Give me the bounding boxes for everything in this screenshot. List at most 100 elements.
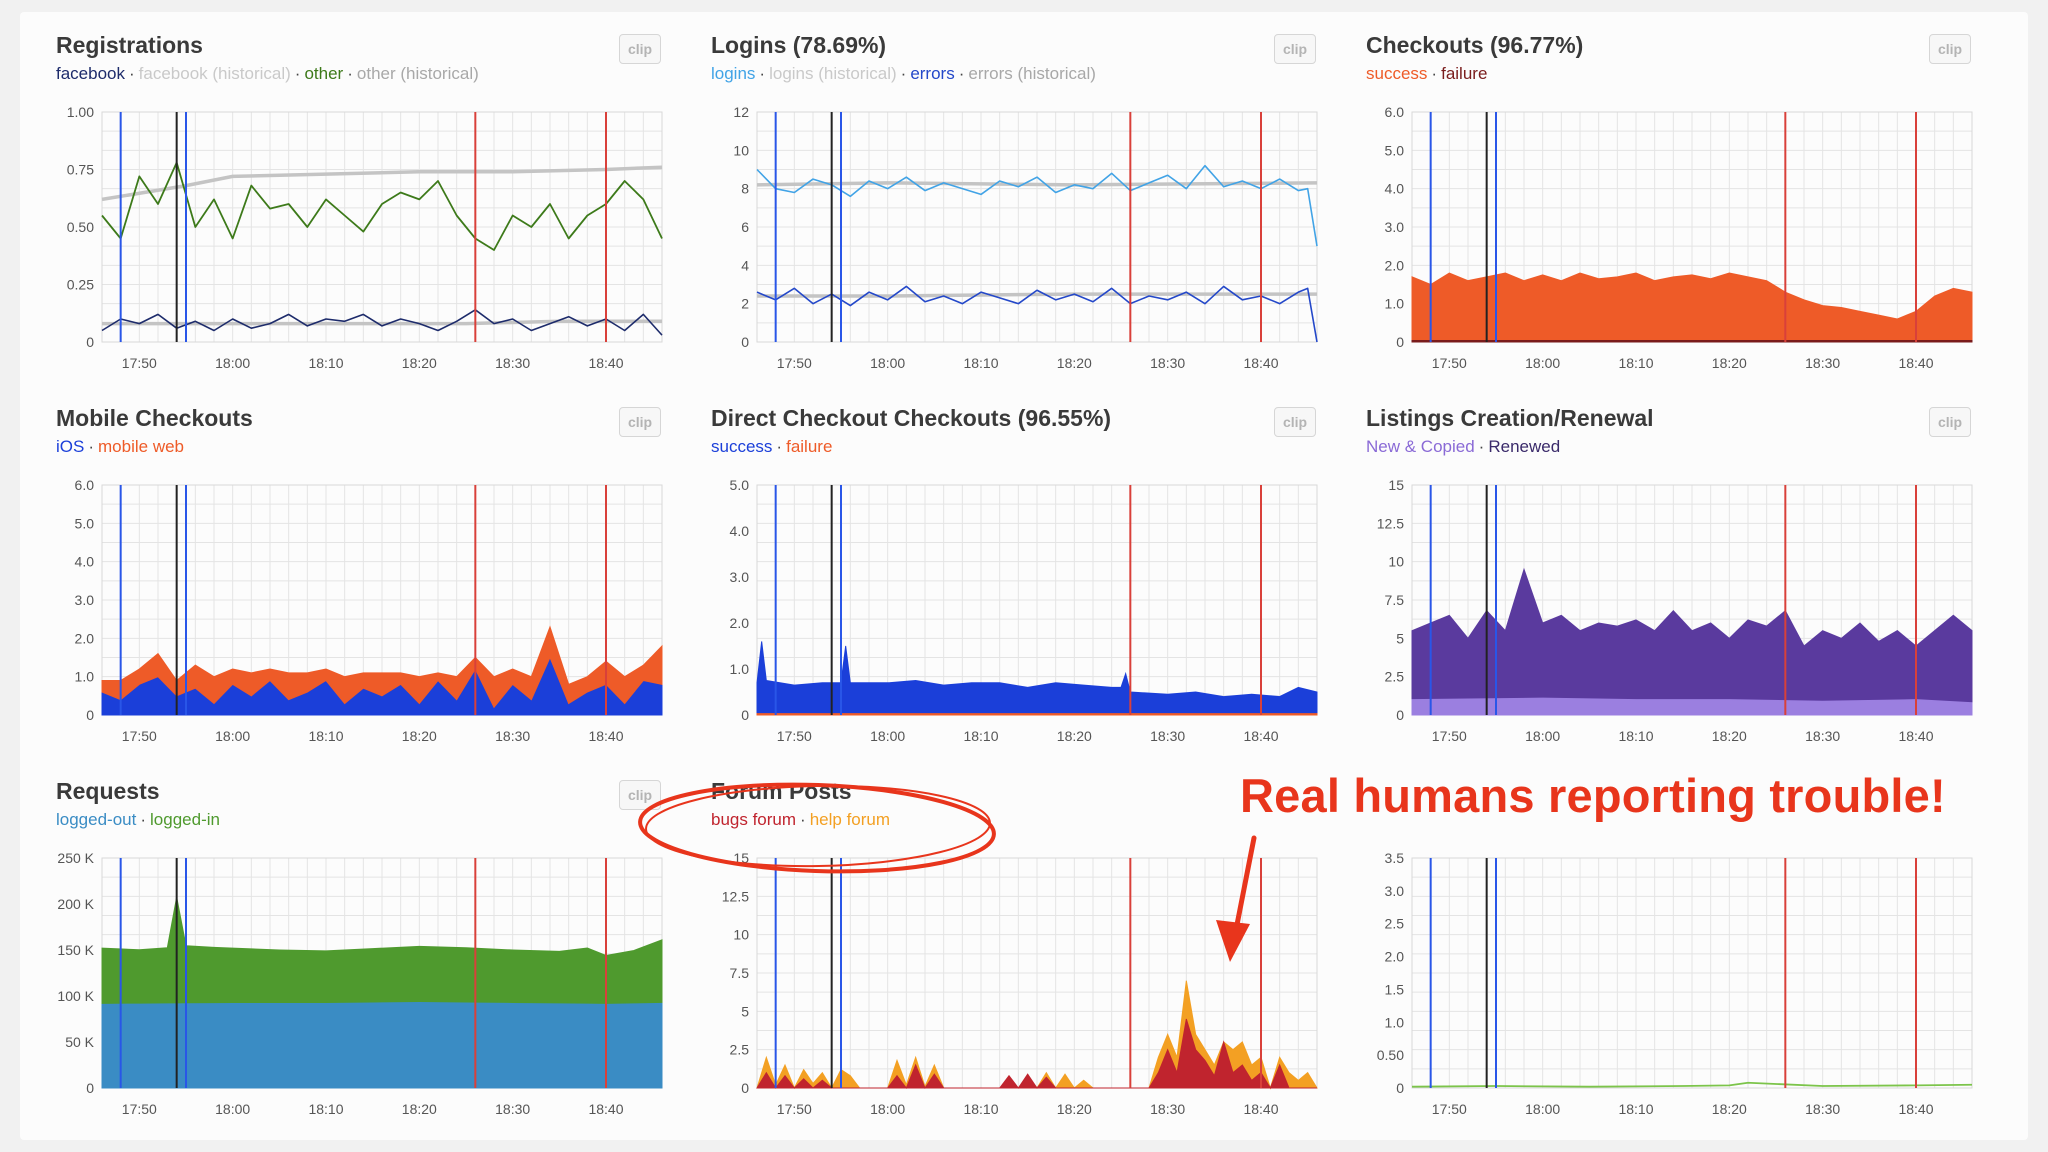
legend-entry[interactable]: other (304, 64, 344, 83)
clip-button[interactable]: clip (619, 34, 661, 64)
legend-entry[interactable]: logins (711, 64, 756, 83)
chart-grid (756, 484, 1318, 716)
y-tick-label: 0 (741, 334, 749, 350)
series-facebook (101, 309, 663, 336)
x-tick-label: 18:30 (1805, 355, 1840, 371)
x-tick-label: 18:30 (1805, 1101, 1840, 1117)
legend-entry[interactable]: errors (historical) (968, 64, 1096, 83)
x-tick-label: 17:50 (1432, 728, 1467, 744)
legend-entry[interactable]: logged-out (56, 810, 137, 829)
x-tick-label: 17:50 (122, 1101, 157, 1117)
clip-button[interactable]: clip (1274, 407, 1316, 437)
y-tick-label: 200 K (57, 896, 94, 912)
legend-entry[interactable]: Renewed (1488, 437, 1561, 456)
panel-title: Checkouts (96.77%) (1366, 32, 1584, 58)
y-tick-label: 3.0 (75, 592, 95, 608)
series-other (101, 161, 663, 251)
y-tick-label: 15 (1388, 477, 1404, 493)
y-tick-label: 6.0 (1385, 104, 1405, 120)
series-logins (756, 164, 1318, 247)
y-tick-label: 7.5 (1385, 592, 1405, 608)
x-tick-label: 18:20 (1057, 728, 1092, 744)
series-area (101, 896, 663, 1004)
clip-button[interactable]: clip (1274, 34, 1316, 64)
panel-legend: logged-out · logged-in (56, 810, 220, 830)
x-tick-label: 18:30 (1150, 355, 1185, 371)
x-tick-label: 18:30 (495, 1101, 530, 1117)
legend-entry[interactable]: success (1366, 64, 1428, 83)
series-renewed (1411, 567, 1973, 716)
y-tick-label: 2 (741, 296, 749, 312)
y-tick-label: 15 (733, 850, 749, 866)
x-tick-label: 17:50 (122, 355, 157, 371)
y-tick-label: 12.5 (722, 888, 749, 904)
legend-separator: · (776, 437, 783, 456)
chart-svg: 0 2.5 5 7.5 10 12.5 15 17:50 18:00 18:10 18:20 18:3… (722, 850, 1318, 1117)
legend-separator: · (294, 64, 301, 83)
x-tick-label: 18:00 (215, 355, 250, 371)
y-tick-label: 3.0 (1385, 883, 1405, 899)
x-tick-label: 18:40 (588, 1101, 623, 1117)
series-area (756, 713, 1318, 716)
x-tick-label: 18:00 (215, 1101, 250, 1117)
y-tick-label: 5 (741, 1003, 749, 1019)
series-success (756, 641, 1318, 716)
chart-svg: 0 1.0 2.0 3.0 4.0 5.0 6.0 17:50 18:00 18:10 18:20 1… (1385, 104, 1973, 371)
clip-button[interactable]: clip (1929, 34, 1971, 64)
y-tick-label: 0 (86, 1080, 94, 1096)
y-tick-label: 1.0 (1385, 296, 1405, 312)
series-area (1411, 339, 1973, 343)
chart-grid (756, 111, 1318, 343)
y-tick-label: 2.0 (1385, 257, 1405, 273)
y-tick-label: 12.5 (1377, 515, 1404, 531)
panel-title: Mobile Checkouts (56, 405, 253, 431)
legend-entry[interactable]: failure (786, 437, 833, 456)
x-tick-label: 17:50 (1432, 1101, 1467, 1117)
legend-entry[interactable]: logins (historical) (769, 64, 897, 83)
panel-legend: iOS · mobile web (56, 437, 184, 457)
legend-entry[interactable]: iOS (56, 437, 85, 456)
legend-entry[interactable]: New & Copied (1366, 437, 1475, 456)
legend-entry[interactable]: facebook (historical) (138, 64, 291, 83)
x-tick-label: 18:40 (588, 355, 623, 371)
x-tick-label: 18:10 (963, 728, 998, 744)
y-tick-label: 8 (741, 181, 749, 197)
series-line (756, 164, 1318, 247)
chart-svg: 0 1.0 2.0 3.0 4.0 5.0 17:50 18:00 18:10 18:20 18:3… (730, 477, 1318, 744)
series-new-copied (1411, 697, 1973, 716)
y-tick-label: 4.0 (1385, 181, 1405, 197)
legend-entry[interactable]: success (711, 437, 773, 456)
y-tick-label: 10 (733, 142, 749, 158)
legend-entry[interactable]: other (historical) (356, 64, 479, 83)
series-line (756, 285, 1318, 343)
chart-panel-4: Mobile Checkouts iOS · mobile web clip 0 1.0 2.… (20, 385, 675, 755)
x-tick-label: 18:40 (1898, 1101, 1933, 1117)
clip-button[interactable]: clip (1929, 407, 1971, 437)
chart-panel-5: Direct Checkout Checkouts (96.55%) succes… (675, 385, 1330, 755)
legend-entry[interactable]: failure (1441, 64, 1488, 83)
event-markers (119, 485, 607, 715)
x-tick-label: 18:30 (495, 355, 530, 371)
series-area (1411, 567, 1973, 716)
series-line (756, 181, 1318, 187)
legend-entry[interactable]: mobile web (98, 437, 185, 456)
clip-button[interactable]: clip (619, 407, 661, 437)
legend-entry[interactable]: errors (910, 64, 955, 83)
y-tick-label: 1.0 (75, 669, 95, 685)
x-tick-label: 18:40 (588, 728, 623, 744)
legend-separator: · (900, 64, 907, 83)
legend-separator: · (140, 810, 147, 829)
series-line (1411, 1081, 1973, 1088)
x-tick-label: 18:20 (402, 355, 437, 371)
x-tick-label: 18:00 (1525, 355, 1560, 371)
annotation-text: Real humans reporting trouble! (1240, 769, 1946, 822)
y-tick-label: 3.0 (1385, 219, 1405, 235)
legend-entry[interactable]: facebook (56, 64, 125, 83)
y-tick-label: 100 K (57, 988, 94, 1004)
y-tick-label: 7.5 (730, 965, 750, 981)
y-tick-label: 2.5 (1385, 916, 1405, 932)
x-tick-label: 18:20 (1712, 728, 1747, 744)
y-tick-label: 2.5 (1385, 669, 1405, 685)
series-line (757, 292, 1317, 298)
legend-entry[interactable]: logged-in (150, 810, 220, 829)
